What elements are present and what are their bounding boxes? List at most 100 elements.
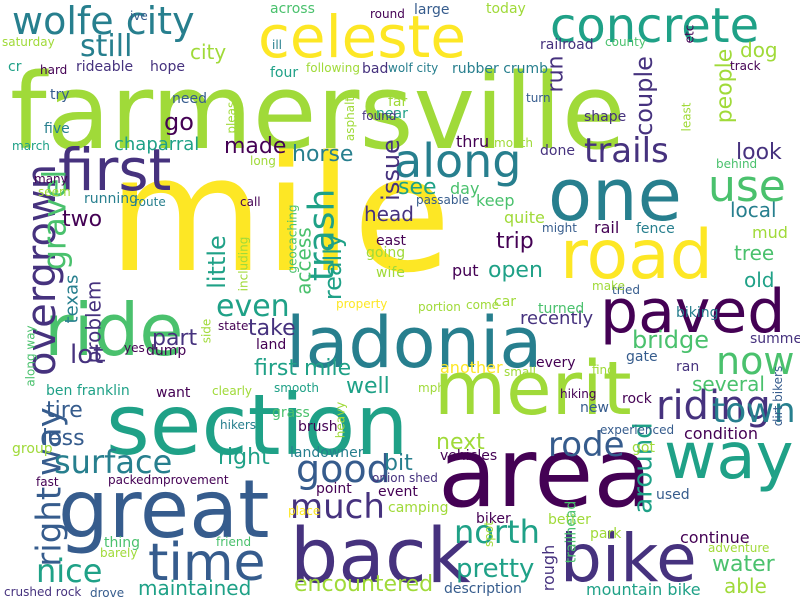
word-wolf-city: wolf city bbox=[388, 61, 439, 75]
word-come: come bbox=[466, 298, 500, 312]
word-first-mile: first mile bbox=[254, 356, 352, 381]
word-keep: keep bbox=[476, 191, 515, 210]
word-along-way: along way bbox=[23, 325, 38, 387]
word-geocaching: geocaching bbox=[285, 204, 300, 274]
word-open: open bbox=[488, 258, 543, 283]
word-land: land bbox=[256, 337, 287, 353]
word-ive: ive bbox=[130, 9, 148, 23]
word-place: place bbox=[288, 504, 321, 518]
word-try: try bbox=[50, 87, 70, 103]
word-new: new bbox=[580, 400, 609, 416]
word-part: part bbox=[152, 326, 198, 351]
word-near: near bbox=[376, 106, 408, 122]
word-farmersville: farmersville bbox=[10, 51, 626, 173]
word-nice: nice bbox=[36, 552, 103, 590]
word-see: see bbox=[398, 175, 437, 200]
word-improvement: improvement bbox=[148, 473, 229, 487]
word-made: made bbox=[224, 134, 287, 159]
word-lot: lot bbox=[70, 340, 104, 370]
word-north: north bbox=[454, 513, 540, 551]
word-go: go bbox=[164, 108, 194, 136]
word-far: far bbox=[388, 94, 408, 110]
word-back: back bbox=[290, 511, 471, 600]
word-passable: passable bbox=[416, 193, 470, 207]
word-horse: horse bbox=[292, 142, 354, 167]
word-many: many bbox=[34, 172, 68, 186]
word-behind: behind bbox=[716, 157, 758, 171]
word-fast: fast bbox=[36, 475, 59, 489]
word-take: take bbox=[248, 316, 296, 341]
word-shape: shape bbox=[584, 109, 627, 125]
word-town: town bbox=[712, 391, 796, 431]
word-track: track bbox=[730, 59, 761, 73]
word-bit: bit bbox=[384, 451, 413, 476]
word-route: route bbox=[134, 195, 166, 209]
word-celeste: celeste bbox=[258, 3, 467, 71]
word-ride: ride bbox=[44, 288, 184, 372]
word-small: small bbox=[504, 365, 536, 379]
word-car: car bbox=[494, 294, 517, 310]
word-rideable: rideable bbox=[76, 59, 134, 75]
word-gate: gate bbox=[626, 349, 658, 365]
word-quite: quite bbox=[504, 208, 545, 227]
word-chaparral: chaparral bbox=[114, 134, 200, 155]
word-state: state bbox=[218, 319, 249, 333]
word-now: now bbox=[716, 339, 795, 383]
word-two: two bbox=[62, 207, 103, 232]
word-point: point bbox=[316, 481, 352, 497]
word-water: water bbox=[712, 552, 775, 577]
word-onion-shed: onion shed bbox=[372, 471, 438, 485]
word-time: time bbox=[148, 533, 266, 593]
word-dump: dump bbox=[146, 343, 187, 359]
word-biking: biking bbox=[676, 305, 719, 321]
word-one: one bbox=[548, 153, 682, 237]
word-etc: etc bbox=[682, 24, 697, 44]
word-look: look bbox=[736, 140, 782, 165]
word-east: east bbox=[376, 233, 406, 249]
word-city: city bbox=[190, 40, 227, 64]
word-mountain-bike: mountain bike bbox=[586, 580, 701, 599]
word-seem: seem bbox=[38, 185, 71, 199]
word-least: least bbox=[679, 102, 694, 132]
word-large: large bbox=[414, 2, 450, 18]
word-used: used bbox=[656, 487, 690, 503]
word-crushed-rock: crushed rock bbox=[4, 585, 82, 599]
word-might: might bbox=[542, 221, 577, 235]
word-summer: summer bbox=[750, 331, 800, 347]
word-ill: ill bbox=[272, 38, 283, 52]
word-got: got bbox=[632, 440, 655, 456]
word-rail: rail bbox=[594, 218, 620, 237]
word-wolfe-city: wolfe city bbox=[12, 0, 195, 43]
word-way: way bbox=[664, 420, 794, 494]
word-asphalt: asphalt bbox=[343, 96, 358, 142]
word-local: local bbox=[730, 198, 777, 222]
word-mile: mile bbox=[108, 121, 452, 308]
word-event: event bbox=[378, 484, 418, 500]
word-trip: trip bbox=[496, 229, 534, 254]
word-thru: thru bbox=[456, 132, 490, 151]
word-hiking: hiking bbox=[560, 387, 597, 401]
word-saturday: saturday bbox=[2, 35, 55, 49]
word-area: area bbox=[438, 417, 653, 529]
word-vehicles: vehicles bbox=[440, 448, 498, 464]
word-fence: fence bbox=[636, 221, 675, 237]
word-portion: portion bbox=[418, 300, 461, 314]
word-next: next bbox=[436, 430, 485, 455]
word-texas: texas bbox=[61, 274, 83, 324]
word-little: little bbox=[202, 235, 231, 289]
word-found: found bbox=[362, 109, 397, 123]
word-much: much bbox=[290, 487, 385, 527]
word-still: still bbox=[80, 29, 133, 64]
word-run: run bbox=[543, 55, 569, 93]
word-round: round bbox=[370, 7, 405, 21]
word-several: several bbox=[692, 372, 765, 396]
word-trailhead: trailhead bbox=[563, 500, 580, 564]
word-tire: tire bbox=[46, 398, 83, 423]
word-better: better bbox=[548, 512, 591, 528]
word-head: head bbox=[364, 202, 414, 226]
word-call: call bbox=[240, 195, 261, 209]
word-adventure: adventure bbox=[708, 541, 770, 555]
word-encountered: encountered bbox=[294, 572, 434, 597]
word-ben-franklin: ben franklin bbox=[46, 383, 130, 399]
word-including: including bbox=[236, 236, 251, 292]
